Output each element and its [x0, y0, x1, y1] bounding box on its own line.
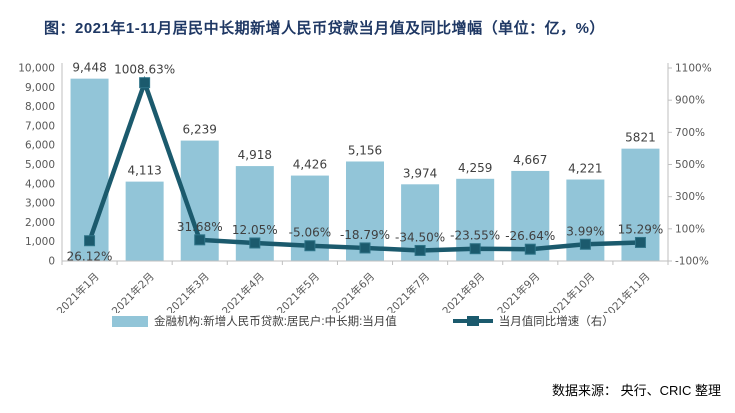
line-marker — [194, 234, 206, 246]
line-marker — [139, 77, 151, 89]
right-axis-tick-label: 300% — [675, 191, 705, 203]
legend: 金融机构:新增人民币贷款:居民户:中长期:当月值 当月值同比增速（右） — [112, 313, 614, 329]
chart-title: 图：2021年1-11月居民中长期新增人民币贷款当月值及同比增幅（单位：亿，%） — [44, 20, 605, 37]
bar — [70, 78, 109, 261]
line-marker — [579, 238, 591, 250]
right-axis-tick-label: 100% — [675, 223, 705, 235]
line-marker — [359, 242, 371, 254]
line-series-swatch-icon — [452, 316, 493, 326]
line-marker — [634, 236, 646, 248]
legend-item-line: 当月值同比增速（右） — [452, 313, 614, 329]
left-axis-tick-label: 0 — [48, 256, 55, 268]
left-axis-tick-label: 3,000 — [25, 198, 55, 210]
right-axis-tick-label: 700% — [675, 127, 705, 139]
left-axis-tick-label: 9,000 — [25, 82, 55, 94]
bar-value-label: 6,239 — [183, 123, 217, 137]
right-axis-tick-label: 500% — [675, 159, 705, 171]
bar-value-label: 4,667 — [513, 153, 547, 167]
combo-chart: 9,448 4,113 6,239 4,918 4,426 5,156 3,974 4,259… — [18, 61, 712, 313]
line-marker — [249, 237, 261, 249]
pct-label: 15.29% — [618, 222, 664, 236]
data-source: 数据来源： 央行、CRIC 整理 — [551, 383, 721, 398]
bar-value-label: 4,113 — [127, 164, 161, 178]
pct-label: 26.12% — [67, 250, 113, 264]
left-axis-tick-label: 2,000 — [25, 217, 55, 229]
bar-value-label: 5,156 — [348, 143, 382, 157]
legend-bar-label: 金融机构:新增人民币贷款:居民户:中长期:当月值 — [154, 316, 397, 328]
left-axis-tick-label: 4,000 — [25, 178, 55, 190]
x-axis-label: 2021年2月 — [109, 270, 157, 313]
right-axis-tick-label: 900% — [675, 95, 705, 107]
pct-label: -18.79% — [340, 228, 390, 242]
x-axis-label: 2021年7月 — [385, 270, 433, 313]
bar-series-swatch-icon — [112, 315, 148, 327]
line-marker — [304, 240, 316, 252]
bar — [125, 181, 164, 261]
line-marker — [84, 235, 96, 247]
bar-value-label: 4,426 — [293, 158, 327, 172]
line-marker — [524, 243, 536, 255]
x-axis-label: 2021年6月 — [329, 270, 377, 313]
left-axis-tick-label: 5,000 — [25, 159, 55, 171]
pct-label: -26.64% — [505, 229, 555, 243]
x-axis-label: 2021年11月 — [600, 270, 652, 313]
line-marker — [469, 243, 481, 255]
x-axis-label: 2021年10月 — [545, 270, 597, 313]
legend-item-bar: 金融机构:新增人民币贷款:居民户:中长期:当月值 — [112, 313, 397, 329]
pct-label: 31.68% — [177, 220, 223, 234]
bar-value-label: 9,448 — [72, 61, 106, 75]
x-axis-label: 2021年1月 — [54, 270, 102, 313]
bar-value-label: 5821 — [625, 131, 656, 145]
line-marker — [414, 244, 426, 256]
right-axis-tick-label: -100% — [675, 256, 709, 268]
bar-value-label: 4,259 — [458, 161, 492, 175]
left-axis-tick-label: 10,000 — [18, 63, 55, 75]
x-axis-label: 2021年5月 — [274, 270, 322, 313]
pct-label: 12.05% — [232, 223, 278, 237]
x-axis-label: 2021年9月 — [495, 270, 543, 313]
pct-label: 1008.63% — [114, 63, 175, 77]
right-axis-tick-label: 1100% — [675, 63, 712, 75]
bar-value-label: 4,221 — [568, 162, 602, 176]
x-axis-label: 2021年8月 — [440, 270, 488, 313]
pct-label: -5.06% — [289, 226, 331, 240]
left-axis-tick-label: 8,000 — [25, 101, 55, 113]
legend-line-label: 当月值同比增速（右） — [498, 316, 614, 328]
pct-label: 3.99% — [566, 224, 604, 238]
left-axis-tick-label: 7,000 — [25, 120, 55, 132]
left-axis-tick-label: 1,000 — [25, 236, 55, 248]
pct-label: -23.55% — [450, 229, 500, 243]
bar-value-label: 3,974 — [403, 166, 437, 180]
pct-label: -34.50% — [395, 230, 445, 244]
x-axis-label: 2021年3月 — [164, 270, 212, 313]
bar-value-label: 4,918 — [238, 148, 272, 162]
x-axis-label: 2021年4月 — [219, 270, 267, 313]
left-axis-tick-label: 6,000 — [25, 140, 55, 152]
